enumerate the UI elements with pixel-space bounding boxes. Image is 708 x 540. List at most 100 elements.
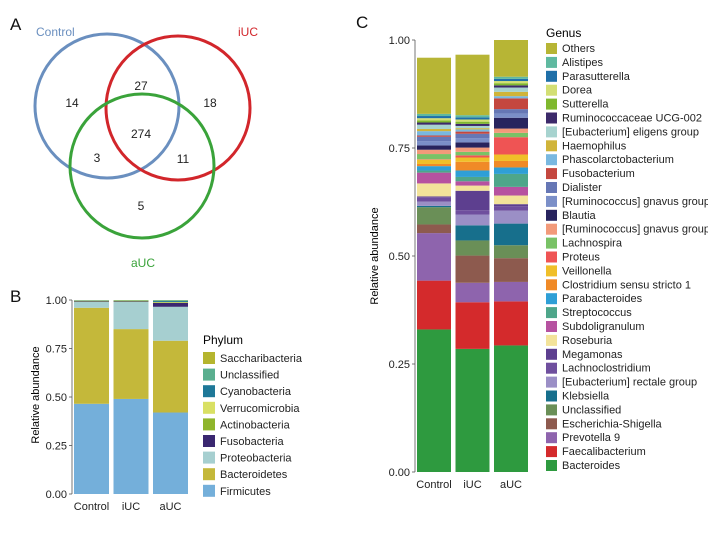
legend-key-unclassified: [203, 368, 215, 381]
bar-segment-haemophilus-control: [417, 128, 451, 132]
legend-key-ruminococcus-gnavus-group: [546, 195, 557, 207]
venn-count-all: 274: [131, 127, 151, 141]
bar-segment-eubacterium-eligens-group-control: [417, 124, 451, 129]
legend-key-bacteroides: [546, 460, 557, 471]
legend-label-ruminococcaceae-ucg-002: Ruminococcaceae UCG-002: [562, 113, 702, 125]
bar-segment-phascolarctobacterium-control: [417, 131, 451, 136]
bar-segment-dialister-control: [417, 136, 451, 142]
legend-key-roseburia: [546, 334, 557, 346]
bar-segment-ruminococcus-gnavus-group-iuc: [455, 138, 490, 143]
legend-key-parasutterella: [546, 70, 557, 82]
bar-segment-alistipes-iuc: [455, 115, 490, 118]
bar-segment-haemophilus-iuc: [455, 128, 490, 130]
bar-segment-others-control: [417, 57, 451, 114]
bar-segment-klebsiella-auc: [494, 223, 528, 246]
y-tick-label: 0.75: [46, 344, 67, 356]
bar-segment-bacteroides-control: [417, 329, 451, 472]
venn-count-control-only: 14: [65, 96, 79, 110]
panel-label-c: C: [356, 13, 368, 32]
bar-segment-parasutterella-auc: [494, 78, 528, 82]
venn-count-control-auc: 3: [94, 151, 101, 165]
legend-label-parasutterella: Parasutterella: [562, 71, 631, 83]
legend-key-prevotella-9: [546, 432, 557, 444]
legend-label-roseburia: Roseburia: [562, 335, 613, 347]
legend-label-sutterella: Sutterella: [562, 99, 609, 111]
venn-circle-auc: [68, 92, 216, 240]
bar-segment-megamonas-control: [417, 196, 451, 198]
legend-label-fusobacteria: Fusobacteria: [220, 436, 284, 448]
bar-segment-firmicutes-control: [74, 403, 109, 494]
legend-label-bacteroides: Bacteroides: [562, 460, 621, 472]
bar-segment-unclassified-iuc: [455, 240, 490, 256]
bar-segment-escherichia-shigella-auc: [494, 258, 528, 282]
x-tick-label: iUC: [122, 501, 140, 513]
bar-segment-cyanobacteria-auc: [153, 300, 188, 302]
legend-label-veillonella: Veillonella: [562, 265, 612, 277]
bar-segment-blautia-control: [417, 145, 451, 150]
legend-label-dorea: Dorea: [562, 85, 593, 97]
legend-label-lachnospira: Lachnospira: [562, 238, 623, 250]
bar-segment-dorea-control: [417, 118, 451, 121]
legend-label-streptococcus: Streptococcus: [562, 307, 632, 319]
legend-label-fusobacterium: Fusobacterium: [562, 168, 635, 180]
venn-count-auc-only: 5: [138, 199, 145, 213]
legend-label-proteus: Proteus: [562, 252, 600, 264]
bar-segment-alistipes-control: [417, 113, 451, 117]
legend-label-alistipes: Alistipes: [562, 57, 603, 69]
legend-key-veillonella: [546, 265, 557, 277]
legend-key-ruminococcus-gnavus-group: [546, 223, 557, 235]
legend-label-clostridium-sensu-stricto-1: Clostridium sensu stricto 1: [562, 279, 691, 291]
legend-key-lachnospira: [546, 237, 557, 249]
legend-key-phascolarctobacterium: [546, 154, 557, 166]
y-tick-label: 0.25: [46, 441, 67, 453]
legend-label-parabacteroides: Parabacteroides: [562, 293, 643, 305]
bar-segment-lachnoclostridium-auc: [494, 206, 528, 211]
bar-segment-bacteroidetes-control: [74, 307, 109, 404]
bar-segment-proteus-iuc: [455, 155, 490, 158]
bar-segment-unclassified-auc: [153, 300, 188, 301]
legend-key-fusobacteria: [203, 435, 215, 447]
y-tick-label: 1.00: [389, 35, 410, 47]
bar-segment-bacteroides-iuc: [455, 348, 490, 472]
bar-segment-fusobacteria-iuc: [113, 301, 149, 302]
bar-segment-veillonella-control: [417, 159, 451, 164]
bar-segment-dorea-auc: [494, 81, 528, 84]
bar-segment-prevotella-9-control: [417, 233, 451, 281]
bar-segment-dialister-iuc: [455, 133, 490, 139]
legend-key-others: [546, 43, 557, 54]
bar-segment-escherichia-shigella-control: [417, 224, 451, 234]
venn-label-control: Control: [36, 25, 75, 39]
panel-label-a: A: [10, 15, 22, 34]
bar-segment-ruminococcus-gnavus-group-control: [417, 141, 451, 146]
legend-key-blautia: [546, 209, 557, 221]
legend-label-unclassified: Unclassified: [562, 404, 621, 416]
bar-segment-ruminococcus-gnavus-group-auc: [494, 128, 528, 133]
bar-segment-proteobacteria-control: [74, 301, 109, 308]
legend-key-lachnoclostridium: [546, 362, 557, 374]
bar-segment-fusobacterium-iuc: [455, 131, 490, 134]
y-tick-label: 0.00: [46, 489, 67, 501]
venn-circle-control: [33, 32, 181, 180]
legend-label-haemophilus: Haemophilus: [562, 140, 627, 152]
legend-key-fusobacterium: [546, 168, 557, 180]
x-tick-label: iUC: [463, 479, 481, 491]
bar-segment-prevotella-9-auc: [494, 281, 528, 302]
legend-label-actinobacteria: Actinobacteria: [220, 419, 291, 431]
bar-segment-ruminococcus-gnavus-group-auc: [494, 113, 528, 118]
legend-key-dorea: [546, 84, 557, 96]
y-tick-label: 1.00: [46, 295, 67, 307]
bar-segment-phascolarctobacterium-iuc: [455, 129, 490, 132]
bar-segment-faecalibacterium-control: [417, 280, 451, 330]
legend-label-others: Others: [562, 43, 596, 55]
venn-count-iuc-auc: 11: [177, 152, 190, 166]
legend-key-megamonas: [546, 348, 557, 360]
bar-segment-alistipes-auc: [494, 76, 528, 79]
bar-segment-clostridium-sensu-stricto-1-auc: [494, 160, 528, 168]
bar-segment-others-iuc: [455, 54, 490, 116]
legend-label-firmicutes: Firmicutes: [220, 486, 271, 498]
bar-segment-veillonella-iuc: [455, 157, 490, 162]
bar-segment-subdoligranulum-control: [417, 172, 451, 184]
bar-segment-actinobacteria-iuc: [113, 300, 149, 302]
bar-segment-roseburia-auc: [494, 195, 528, 205]
bar-segment-eubacterium-rectale-group-control: [417, 201, 451, 206]
